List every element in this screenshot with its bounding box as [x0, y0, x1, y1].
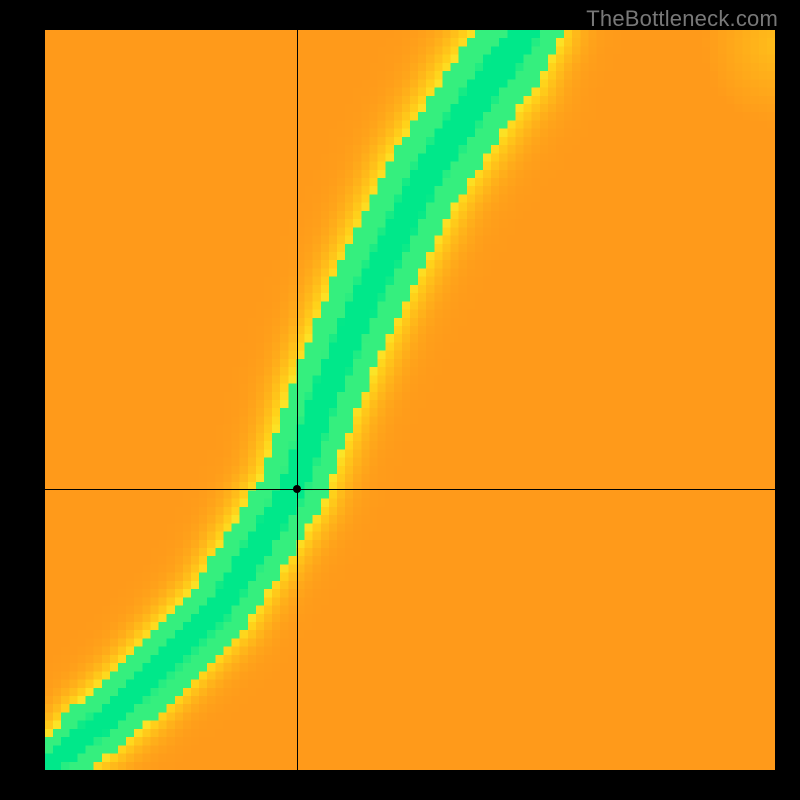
- marker-dot: [293, 485, 301, 493]
- heatmap-canvas: [45, 30, 775, 770]
- heatmap-plot: [45, 30, 775, 770]
- watermark-text: TheBottleneck.com: [586, 6, 778, 32]
- crosshair-vertical: [297, 30, 298, 770]
- crosshair-horizontal: [45, 489, 775, 490]
